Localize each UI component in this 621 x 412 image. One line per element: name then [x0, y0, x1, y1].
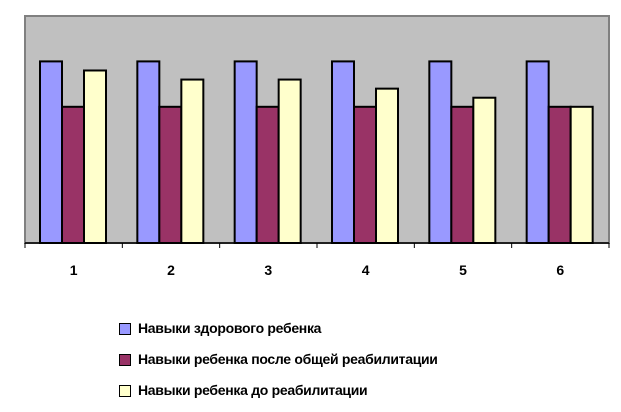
- bar-series-1-cat-3: [233, 60, 258, 245]
- x-tick-label: 6: [556, 262, 564, 278]
- bar-series-3-cat-6: [569, 105, 594, 244]
- x-tick-label: 3: [264, 262, 272, 278]
- bar-series-1-cat-2: [136, 60, 161, 245]
- legend-swatch: [119, 323, 131, 335]
- legend-swatch: [119, 354, 131, 366]
- bar-series-2-cat-4: [353, 105, 377, 244]
- bar-series-3-cat-4: [375, 87, 399, 244]
- bar-series-3-cat-2: [180, 78, 205, 244]
- bar-series-3-cat-5: [472, 96, 497, 244]
- x-tick-label: 4: [362, 262, 370, 278]
- bar-series-1-cat-5: [428, 60, 453, 245]
- bar-series-2-cat-1: [61, 105, 85, 244]
- legend-item-healthy: Навыки здорового ребенка: [119, 312, 438, 343]
- bar-series-1-cat-6: [525, 60, 550, 245]
- x-tick-label: 5: [459, 262, 467, 278]
- bar-series-2-cat-6: [547, 105, 572, 244]
- legend-item-before-rehab: Навыки ребенка до реабилитации: [119, 374, 438, 405]
- x-tick-label: 1: [70, 262, 78, 278]
- legend-label: Навыки ребенка после общей реабилитации: [138, 350, 438, 367]
- legend: Навыки здорового ребенка Навыки ребенка …: [119, 312, 438, 405]
- bar-series-3-cat-1: [83, 69, 107, 245]
- legend-label: Навыки ребенка до реабилитации: [138, 381, 368, 398]
- x-tick-label: 2: [167, 262, 175, 278]
- bar-series-1-cat-4: [331, 60, 355, 245]
- bar-series-2-cat-5: [450, 105, 475, 244]
- bar-series-3-cat-3: [277, 78, 302, 244]
- legend-item-after-rehab: Навыки ребенка после общей реабилитации: [119, 343, 438, 374]
- bar-series-1-cat-1: [39, 60, 63, 245]
- plot-area: [24, 15, 610, 244]
- bar-series-2-cat-2: [158, 105, 183, 244]
- legend-swatch: [119, 385, 131, 397]
- bar-series-2-cat-3: [255, 105, 280, 244]
- legend-label: Навыки здорового ребенка: [138, 319, 322, 336]
